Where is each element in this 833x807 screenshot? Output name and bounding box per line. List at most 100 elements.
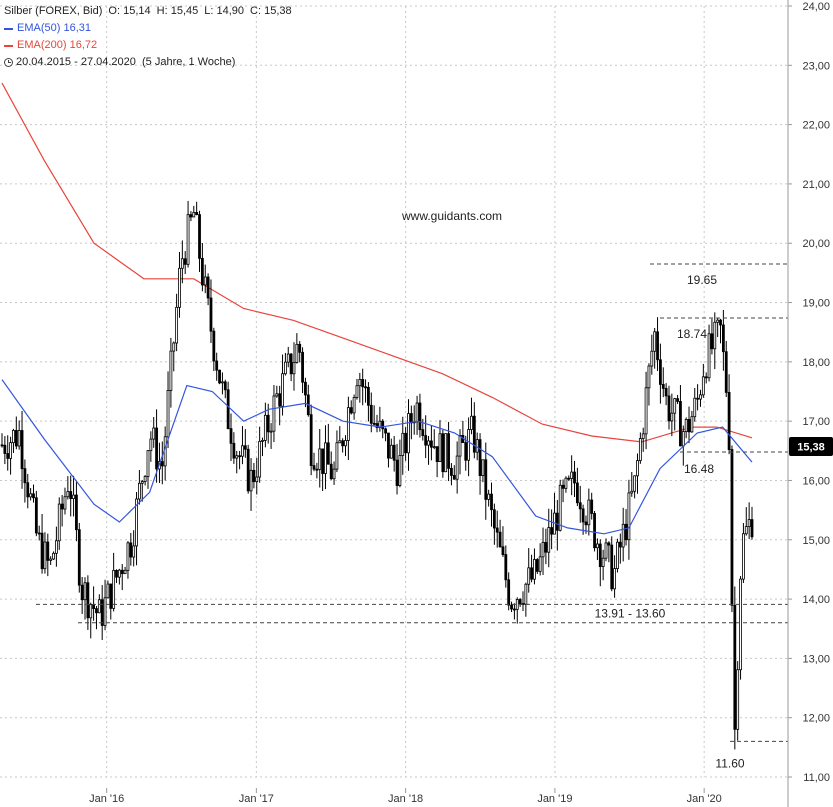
candle-body	[72, 494, 75, 500]
candle-body	[487, 493, 491, 500]
y-tick-label: 20,00	[802, 238, 830, 250]
candle-body	[200, 257, 204, 286]
candle-body	[218, 369, 221, 384]
candle-body	[252, 469, 256, 483]
y-tick-label: 15,00	[802, 535, 830, 547]
candle-body	[54, 540, 58, 554]
candle-body	[86, 582, 90, 619]
level-label-16-48: 16.48	[684, 462, 714, 476]
candle-body	[261, 439, 264, 442]
candle-body	[633, 475, 637, 492]
candle-body	[304, 381, 307, 396]
candle-body	[152, 427, 156, 440]
candle-body	[693, 397, 697, 418]
x-tick-label: Jan '16	[89, 793, 124, 805]
candle-body	[730, 449, 734, 606]
open-label: O:	[108, 5, 121, 17]
legend-ema200-row[interactable]: EMA(200) 16,72	[4, 37, 292, 54]
candle-body	[109, 583, 113, 609]
high-label: H:	[156, 5, 168, 17]
high-value: 15,45	[170, 5, 199, 17]
candle-body	[573, 471, 576, 484]
price-badge-text: 15,38	[797, 442, 825, 454]
y-tick-label: 11,00	[803, 772, 830, 784]
candle-body	[6, 453, 10, 459]
candle-body	[687, 419, 691, 433]
candle-body	[670, 412, 674, 422]
y-tick-label: 24,00	[802, 1, 830, 13]
candle-body	[578, 502, 582, 510]
candle-body	[132, 545, 136, 558]
candle-body	[541, 541, 545, 558]
legend-period-row: 20.04.2015 - 27.04.2020 (5 Jahre, 1 Woch…	[4, 54, 292, 71]
candle-body	[558, 484, 562, 531]
candle-body	[621, 523, 625, 548]
candle-body	[52, 552, 55, 560]
candle-body	[221, 381, 224, 384]
candle-body	[604, 542, 608, 559]
candle-body	[364, 386, 367, 389]
candle-body	[309, 414, 313, 467]
candle-body	[747, 519, 751, 528]
candle-body	[555, 512, 559, 531]
candle-body	[367, 386, 370, 406]
ema200-label: EMA(200)	[17, 39, 67, 51]
candle-body	[246, 448, 250, 492]
ema200-line	[1, 82, 753, 443]
candle-body	[742, 533, 745, 580]
candle-body	[338, 440, 342, 444]
candle-body	[346, 407, 350, 441]
candle-body	[355, 385, 359, 398]
candle-body	[598, 543, 602, 568]
candle-body	[57, 503, 61, 542]
candle-body	[34, 497, 38, 534]
candle-body	[584, 521, 588, 526]
candle-body	[650, 350, 654, 367]
candle-body	[0, 444, 4, 447]
candle-body	[492, 509, 496, 529]
candle-body	[452, 475, 456, 480]
candle-body	[106, 583, 110, 599]
x-tick-label: Jan '17	[239, 793, 274, 805]
candle-body	[129, 542, 133, 558]
candle-body	[60, 503, 64, 510]
candle-body	[275, 393, 279, 397]
candle-body	[92, 604, 96, 609]
candle-body	[241, 445, 244, 457]
y-tick-label: 19,00	[802, 298, 830, 310]
candle-body	[513, 608, 516, 611]
candle-body	[23, 468, 27, 484]
candle-body	[223, 381, 227, 391]
candle-body	[135, 498, 138, 547]
ema50-label: EMA(50)	[17, 22, 61, 34]
candle-body	[83, 582, 87, 601]
candle-body	[326, 442, 330, 465]
candle-body	[172, 342, 176, 352]
period-range: 20.04.2015 - 27.04.2020	[16, 56, 136, 68]
candle-body	[203, 276, 207, 286]
candle-body	[610, 544, 614, 590]
candle-body	[653, 331, 657, 352]
candle-body	[739, 578, 742, 671]
close-value: 15,38	[264, 5, 292, 17]
legend-ema50-row[interactable]: EMA(50) 16,31	[4, 20, 292, 37]
candle-body	[596, 543, 599, 549]
level-label-11-60: 11.60	[715, 756, 744, 770]
candle-body	[258, 440, 262, 478]
open-value: 15,14	[123, 5, 151, 17]
candle-body	[229, 428, 233, 444]
candle-body	[361, 379, 365, 388]
x-tick-label: Jan '20	[687, 793, 722, 805]
candle-body	[66, 491, 70, 498]
candle-body	[80, 584, 84, 601]
candle-body	[301, 351, 304, 383]
candle-body	[17, 430, 21, 447]
close-label: C:	[250, 5, 262, 17]
candle-body	[212, 330, 216, 362]
candle-body	[624, 523, 628, 541]
candle-body	[283, 361, 287, 375]
candle-body	[69, 491, 73, 500]
candle-body	[112, 569, 116, 609]
candle-body	[155, 427, 158, 470]
